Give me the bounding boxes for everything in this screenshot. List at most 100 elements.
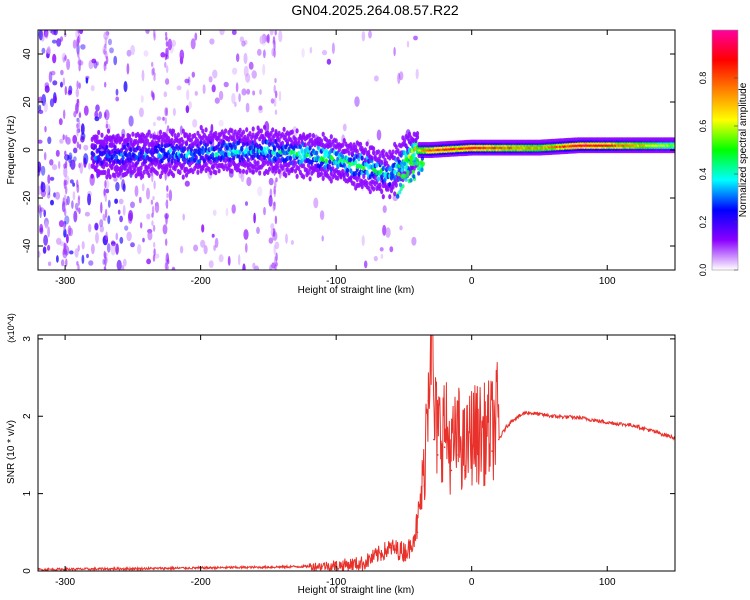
heatmap-ridge-cell — [110, 138, 114, 144]
heatmap-noise-cell — [211, 84, 216, 93]
heatmap-noise-cell — [192, 119, 198, 128]
heatmap-ridge-cell — [367, 149, 371, 155]
heatmap-streak-cell — [62, 197, 65, 207]
heatmap-ridge-cell — [149, 133, 153, 139]
heatmap-streak-cell — [164, 107, 167, 116]
heatmap-noise-cell — [194, 32, 198, 41]
heatmap-ridge-cell — [238, 127, 242, 133]
heatmap-streak-cell — [76, 99, 79, 104]
heatmap-noise-cell — [373, 255, 378, 262]
heatmap-noise-cell — [119, 215, 123, 223]
heatmap-noise-cell — [273, 97, 277, 107]
heatmap-streak-cell — [105, 231, 108, 241]
heatmap-ridge-cell — [209, 170, 213, 176]
heatmap-ridge-cell — [97, 129, 101, 136]
heatmap-ridge-cell — [184, 140, 189, 146]
heatmap-noise-cell — [264, 121, 270, 133]
colorbar-tick-label: 0.2 — [698, 216, 708, 229]
heatmap-ridge-cell — [297, 166, 301, 172]
heatmap-noise-cell — [67, 225, 72, 237]
heatmap-noise-cell — [254, 265, 260, 270]
heatmap-ridge-cell — [376, 149, 381, 155]
heatmap-noise-cell — [285, 233, 288, 244]
snr-x-label: Height of straight line (km) — [298, 585, 415, 596]
heatmap-ridge-cell — [293, 136, 298, 142]
heatmap-ridge-cell — [308, 132, 312, 138]
heatmap-streak-cell — [77, 264, 80, 270]
heatmap-noise-cell — [91, 243, 95, 255]
heatmap-x-tick-label: -300 — [55, 276, 75, 287]
heatmap-noise-cell — [70, 159, 76, 170]
heatmap-noise-cell — [44, 30, 49, 39]
heatmap-noise-cell — [268, 195, 273, 207]
heatmap-streak-cell — [275, 252, 278, 262]
heatmap-noise-cell — [168, 189, 173, 202]
heatmap-noise-cell — [79, 30, 84, 35]
heatmap-streak-cell — [165, 36, 168, 41]
heatmap-streak-cell — [62, 77, 66, 86]
heatmap-streak-cell — [62, 134, 65, 141]
heatmap-noise-cell — [93, 60, 98, 69]
heatmap-noise-cell — [413, 35, 418, 41]
heatmap-tail-cell — [409, 178, 413, 183]
heatmap-noise-cell — [145, 30, 150, 34]
heatmap-ridge-cell — [269, 130, 273, 137]
heatmap-tail-cell — [420, 156, 424, 161]
heatmap-ridge-cell — [272, 145, 276, 151]
heatmap-ridge-cell — [105, 162, 109, 168]
heatmap-ridge-cell — [211, 152, 215, 158]
snr-data-point — [132, 567, 134, 570]
heatmap-ridge-cell — [193, 132, 197, 139]
heatmap-noise-cell — [42, 246, 47, 254]
page-title: GN04.2025.264.08.57.R22 — [291, 2, 459, 18]
heatmap-ridge-cell — [121, 155, 125, 161]
heatmap-noise-cell — [263, 206, 266, 216]
heatmap-ridge-cell — [381, 153, 385, 159]
heatmap-noise-cell — [253, 212, 256, 224]
heatmap-streak-cell — [65, 185, 68, 195]
heatmap-noise-cell — [47, 226, 50, 238]
heatmap-ridge-cell — [308, 176, 312, 182]
heatmap-ridge-cell — [189, 147, 193, 153]
heatmap-ridge-cell — [256, 160, 260, 166]
heatmap-ridge-cell — [303, 142, 307, 148]
heatmap-streak-cell — [153, 32, 156, 41]
heatmap-streak-cell — [274, 215, 278, 225]
heatmap-noise-cell — [88, 223, 92, 233]
heatmap-noise-cell — [379, 247, 384, 252]
heatmap-streak-cell — [153, 248, 156, 256]
heatmap-ridge-cell — [406, 135, 410, 141]
heatmap-noise-cell — [67, 89, 73, 96]
heatmap-ridge-cell — [121, 133, 125, 139]
heatmap-noise-cell — [106, 243, 111, 253]
heatmap-noise-cell — [81, 254, 85, 264]
heatmap-noise-cell — [246, 176, 252, 187]
heatmap-noise-cell — [380, 253, 384, 259]
heatmap-ridge-cell — [354, 170, 358, 176]
heatmap-noise-cell — [99, 225, 105, 233]
heatmap-noise-cell — [138, 107, 144, 118]
heatmap-streak-cell — [64, 55, 67, 61]
heatmap-noise-cell — [270, 223, 275, 230]
heatmap-ridge-cell — [214, 130, 218, 137]
heatmap-noise-cell — [58, 118, 63, 126]
heatmap-noise-cell — [50, 70, 56, 76]
heatmap-noise-cell — [50, 199, 54, 206]
heatmap-noise-cell — [126, 49, 132, 57]
heatmap-ridge-cell — [347, 150, 351, 156]
heatmap-noise-cell — [172, 108, 176, 116]
heatmap-streak-cell — [76, 179, 79, 188]
snr-data-point — [511, 419, 514, 421]
snr-x-tick-label: -300 — [55, 577, 75, 588]
heatmap-tail-cell — [401, 173, 405, 178]
heatmap-tail-cell — [399, 186, 403, 192]
heatmap-ridge-cell — [245, 146, 249, 152]
heatmap-streak-cell — [152, 254, 156, 262]
heatmap-noise-cell — [167, 38, 173, 51]
heatmap-ridge-cell — [354, 159, 358, 165]
heatmap-noise-cell — [40, 165, 46, 176]
heatmap-ridge-cell — [245, 127, 249, 133]
heatmap-ridge-cell — [209, 159, 213, 165]
heatmap-noise-cell — [95, 104, 100, 112]
heatmap-tail-cell — [419, 164, 423, 169]
